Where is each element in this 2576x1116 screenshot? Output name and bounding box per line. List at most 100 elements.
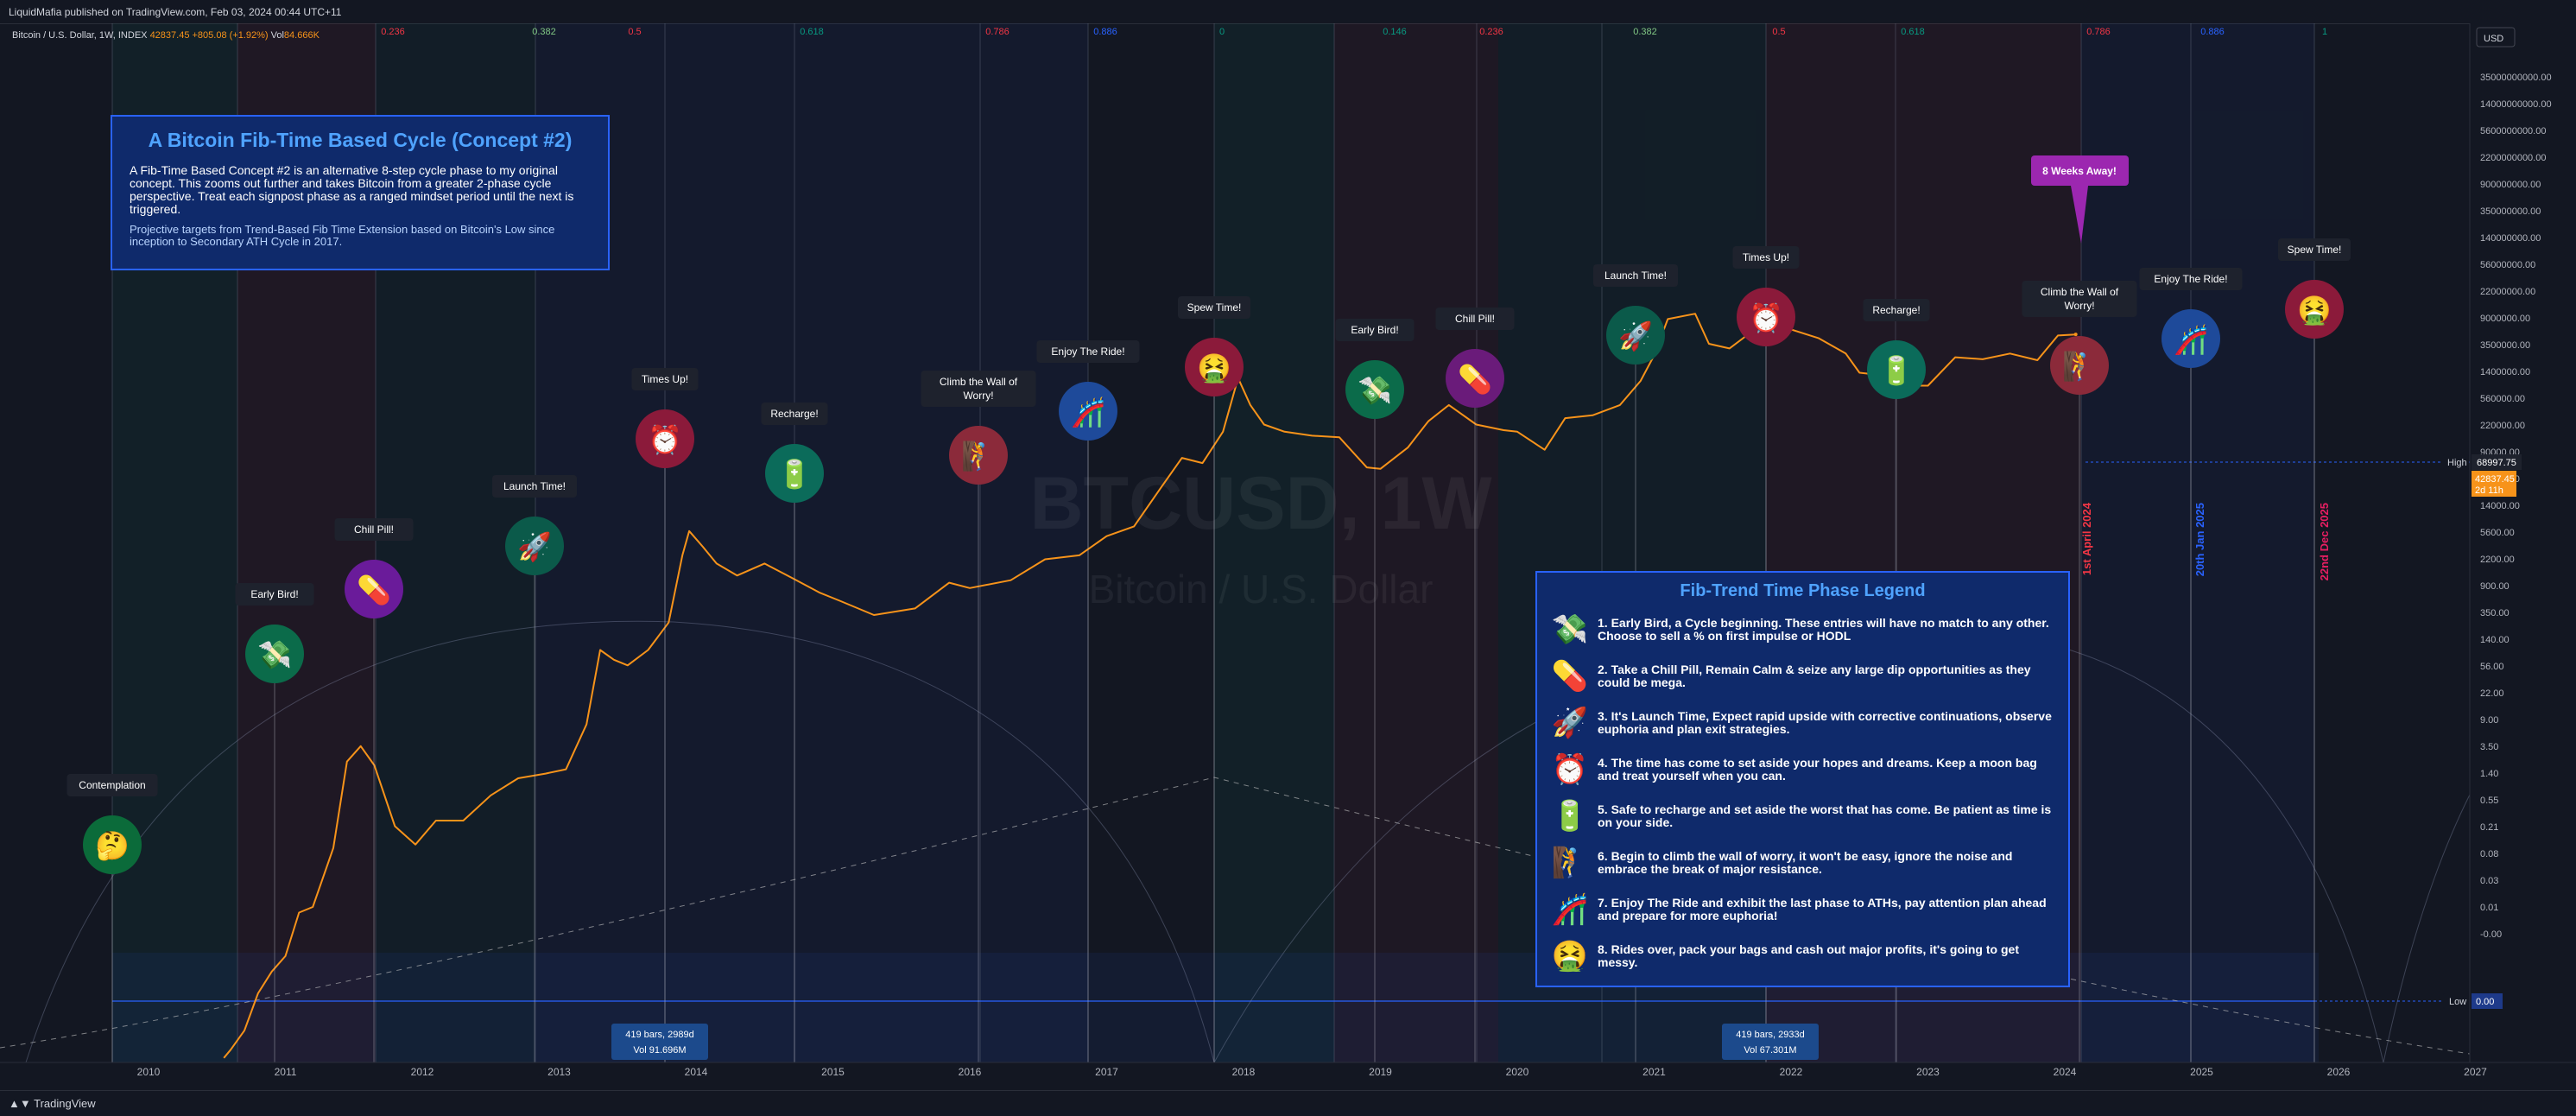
price-tick-label: 22000000.00 bbox=[2480, 287, 2535, 297]
signpost-label: Enjoy The Ride! bbox=[2154, 273, 2227, 285]
fib-level-label: 0.886 bbox=[2200, 27, 2225, 37]
signpost-label: Chill Pill! bbox=[354, 523, 394, 536]
signpost-label-bg bbox=[2139, 268, 2243, 290]
year-tick-label: 2014 bbox=[685, 1066, 708, 1078]
signpost[interactable]: 🔋 Recharge! bbox=[761, 403, 828, 1062]
money-with-wings-icon: 💸 bbox=[1551, 613, 1589, 646]
year-tick-label: 2021 bbox=[1642, 1066, 1666, 1078]
info-box-body: A Fib-Time Based Concept #2 is an altern… bbox=[130, 163, 574, 216]
signpost-circle bbox=[949, 426, 1008, 485]
price-tick-label: 900000000.00 bbox=[2480, 180, 2541, 190]
signpost[interactable]: 🚀 Launch Time! bbox=[492, 475, 577, 1062]
fib-zone-band bbox=[1214, 23, 1334, 1062]
signpost-label-bg bbox=[1435, 308, 1515, 330]
info-box-subtext: Projective targets from Trend-Based Fib … bbox=[130, 223, 555, 248]
bar-range-box[interactable]: 419 bars, 2933d Vol 67.301M bbox=[1722, 1024, 1819, 1060]
signpost[interactable]: 🧗 Climb the Wall of Worry! bbox=[921, 371, 1036, 1062]
fib-level-label: 0.236 bbox=[381, 27, 405, 37]
legend-row: 🤮 8. Rides over, pack your bags and cash … bbox=[1549, 933, 2056, 980]
price-tick-label: 9000000.00 bbox=[2480, 314, 2530, 324]
weeks-away-callout[interactable]: 8 Weeks Away! bbox=[2031, 155, 2129, 244]
signpost-label-bg bbox=[235, 583, 314, 606]
year-tick-label: 2026 bbox=[2327, 1066, 2351, 1078]
signpost[interactable]: 🎢 Enjoy The Ride! bbox=[1036, 340, 1140, 1062]
currency-selector[interactable]: USD bbox=[2476, 27, 2516, 48]
year-tick-label: 2022 bbox=[1780, 1066, 1803, 1078]
signpost-label-bg bbox=[492, 475, 577, 498]
price-tick-label: 140.00 bbox=[2480, 635, 2510, 645]
high-value: 68997.75 bbox=[2477, 458, 2516, 468]
year-tick-label: 2011 bbox=[275, 1066, 297, 1078]
year-tick-label: 2013 bbox=[547, 1066, 571, 1078]
watermark-ticker: BTCUSD, 1W bbox=[1029, 462, 1492, 545]
signpost[interactable]: 💊 Chill Pill! bbox=[334, 518, 414, 1062]
signpost[interactable]: ⏰ Times Up! bbox=[631, 368, 699, 1062]
year-tick-label: 2023 bbox=[1916, 1066, 1940, 1078]
signpost[interactable]: 🤔 Contemplation bbox=[66, 774, 158, 1062]
year-tick-label: 2020 bbox=[1506, 1066, 1529, 1078]
published-by-text: LiquidMafia published on TradingView.com… bbox=[9, 6, 342, 18]
fib-level-label: 0.618 bbox=[800, 27, 824, 37]
fib-level-label: 0.786 bbox=[2086, 27, 2111, 37]
signpost[interactable]: ⏰ Times Up! bbox=[1732, 246, 1800, 1062]
bar-range-bg bbox=[1722, 1024, 1819, 1060]
tradingview-logo[interactable]: ▲▼ TradingView bbox=[9, 1097, 96, 1110]
signpost-circle bbox=[1345, 360, 1404, 419]
btc-price-line[interactable] bbox=[223, 311, 2076, 1059]
volume-value: 84.666K bbox=[284, 30, 320, 41]
signpost[interactable]: 💸 Early Bird! bbox=[235, 583, 314, 1062]
legend-row: 🚀 3. It's Launch Time, Expect rapid upsid… bbox=[1549, 700, 2056, 746]
signpost-circle bbox=[1059, 382, 1117, 441]
signpost-label-bg bbox=[66, 774, 158, 796]
price-tick-label: 0.01 bbox=[2480, 903, 2498, 913]
target-date-label: 1st April 2024 bbox=[2080, 502, 2093, 575]
signpost[interactable]: 🧗 Climb the Wall of Worry! bbox=[2022, 281, 2137, 1062]
price-tick-label: 1.40 bbox=[2480, 769, 2498, 779]
vomiting-face-icon: 🤮 bbox=[1197, 352, 1231, 384]
last-price-badge bbox=[2472, 471, 2516, 497]
high-tag: High bbox=[2447, 458, 2467, 468]
signpost[interactable]: 🎢 Enjoy The Ride! bbox=[2139, 268, 2243, 1062]
price-tick-label: 3.50 bbox=[2480, 742, 2498, 752]
signpost-circle bbox=[636, 409, 694, 468]
year-tick-label: 2018 bbox=[1232, 1066, 1256, 1078]
signpost[interactable]: 💊 Chill Pill! bbox=[1435, 308, 1515, 1062]
fib-level-label: 0.146 bbox=[1383, 27, 1407, 37]
year-tick-label: 2024 bbox=[2054, 1066, 2077, 1078]
publish-header: LiquidMafia published on TradingView.com… bbox=[0, 0, 2576, 24]
signpost-label: Enjoy The Ride! bbox=[1051, 346, 1124, 358]
fib-level-label: 0.382 bbox=[532, 27, 556, 37]
price-tick-label: 22.00 bbox=[2480, 688, 2504, 699]
legend-row-text: 7. Enjoy The Ride and exhibit the last p… bbox=[1598, 896, 2047, 923]
year-tick-label: 2019 bbox=[1369, 1066, 1392, 1078]
signpost-label: Spew Time! bbox=[1187, 301, 1242, 314]
symbol-header[interactable]: Bitcoin / U.S. Dollar, 1W, INDEX 42837.4… bbox=[12, 30, 320, 41]
callout-bg bbox=[2031, 155, 2129, 186]
signpost-label: Early Bird! bbox=[250, 588, 298, 600]
signpost[interactable]: 💸 Early Bird! bbox=[1335, 319, 1415, 1062]
signpost[interactable]: 🤮 Spew Time! bbox=[1178, 296, 1250, 1062]
signpost-circle bbox=[765, 444, 824, 503]
money-with-wings-icon: 💸 bbox=[257, 638, 292, 671]
price-tick-label: 5600000000.00 bbox=[2480, 126, 2546, 136]
bar-range-box[interactable]: 419 bars, 2989d Vol 91.696M bbox=[611, 1024, 708, 1060]
currency-label: USD bbox=[2484, 34, 2503, 44]
climber-icon: 🧗 bbox=[961, 440, 996, 472]
price-tick-label: 900.00 bbox=[2480, 581, 2510, 592]
signpost[interactable]: 🤮 Spew Time! bbox=[2278, 238, 2351, 1062]
legend-row-text: 3. It's Launch Time, Expect rapid upside… bbox=[1598, 709, 2052, 736]
fib-zone-band bbox=[1334, 23, 1498, 1062]
signpost[interactable]: 🔋 Recharge! bbox=[1863, 299, 1930, 1062]
rocket-icon: 🚀 bbox=[517, 530, 552, 563]
signpost-label: Worry! bbox=[963, 390, 993, 402]
price-tick-label: 5600.00 bbox=[2480, 528, 2515, 538]
signpost-label-bg bbox=[334, 518, 414, 541]
bar-range-volume: Vol 67.301M bbox=[1744, 1045, 1796, 1056]
price-axis[interactable] bbox=[2470, 23, 2576, 1062]
price-tick-label: 56000000.00 bbox=[2480, 260, 2535, 270]
volume-label: Vol bbox=[271, 30, 284, 41]
signpost-label-bg bbox=[1335, 319, 1415, 341]
time-axis[interactable] bbox=[0, 1062, 2576, 1090]
battery-icon: 🔋 bbox=[1879, 354, 1914, 387]
alarm-clock-icon: ⏰ bbox=[1551, 753, 1589, 786]
